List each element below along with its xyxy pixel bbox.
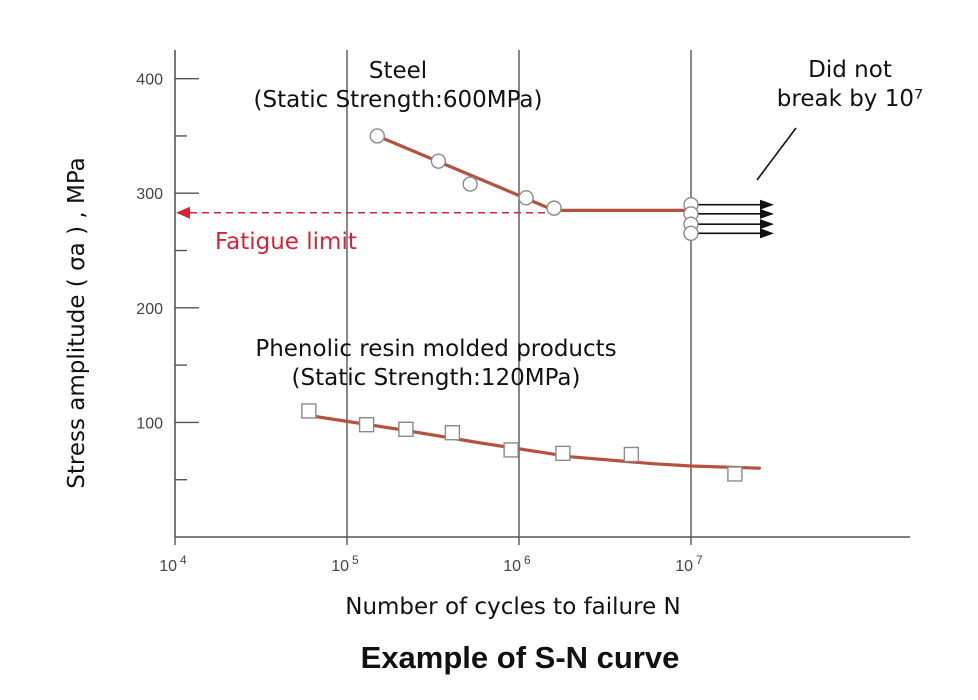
steel-strength-label: (Static Strength:600MPa) bbox=[254, 87, 543, 113]
x-tick-label-4: 10 4 bbox=[159, 553, 187, 575]
phenolic-point-5 bbox=[555, 445, 571, 462]
y-tick-label-100: 100 bbox=[136, 415, 163, 432]
runout-label-line2: break by 10⁷ bbox=[777, 86, 923, 112]
x-tick-label-7: 10 7 bbox=[675, 553, 703, 575]
axes bbox=[174, 50, 910, 538]
y-axis-title: Stress amplitude ( σa ) , MPa bbox=[64, 157, 90, 488]
x-tick-label-6: 10 6 bbox=[503, 553, 531, 575]
y-tick-label-200: 200 bbox=[136, 301, 163, 318]
phenolic-point-0 bbox=[301, 403, 317, 419]
fatigue-limit-label: Fatigue limit bbox=[215, 229, 357, 255]
runout-arrowhead-1 bbox=[760, 208, 774, 219]
steel-curve bbox=[375, 134, 693, 212]
x-tick-label-5: 10 5 bbox=[331, 553, 359, 575]
phenolic-point-1 bbox=[358, 417, 375, 433]
runout-arrowhead-3 bbox=[760, 228, 774, 239]
steel-label: Steel bbox=[369, 58, 427, 84]
steel-point-1 bbox=[430, 153, 447, 169]
runout-arrows bbox=[691, 199, 774, 239]
y-tick-label-400: 400 bbox=[136, 72, 163, 89]
steel-point-2 bbox=[462, 176, 478, 192]
chart-title: Example of S-N curve bbox=[361, 640, 680, 675]
runout-arrowhead-0 bbox=[760, 199, 774, 210]
steel-point-4 bbox=[546, 200, 562, 216]
y-tick-label-300: 300 bbox=[136, 186, 163, 203]
fit-curves bbox=[307, 134, 761, 470]
grid-lines bbox=[346, 50, 692, 537]
x-axis-title: Number of cycles to failure N bbox=[345, 594, 681, 620]
fatigue-limit-arrowhead bbox=[176, 206, 190, 219]
phenolic-point-2 bbox=[398, 421, 414, 437]
fatigue-limit-group bbox=[176, 206, 545, 219]
runout-pointer-line bbox=[756, 127, 797, 181]
phenolic-point-7 bbox=[727, 466, 743, 482]
phenolic-curve bbox=[307, 413, 761, 470]
steel-point-0 bbox=[369, 128, 385, 144]
phenolic-label: Phenolic resin molded products bbox=[255, 336, 616, 362]
data-points bbox=[301, 128, 743, 482]
steel-point-3 bbox=[518, 190, 534, 206]
phenolic-point-4 bbox=[503, 442, 519, 458]
phenolic-point-3 bbox=[444, 425, 461, 441]
ticks: 100 200 300 400 10 4 10 5 10 6 10 7 bbox=[136, 72, 703, 575]
runout-label-line1: Did not bbox=[808, 57, 892, 83]
phenolic-point-6 bbox=[623, 446, 640, 463]
steel-point-8 bbox=[683, 225, 699, 242]
runout-arrowhead-2 bbox=[760, 219, 774, 230]
phenolic-strength-label: (Static Strength:120MPa) bbox=[292, 365, 581, 391]
